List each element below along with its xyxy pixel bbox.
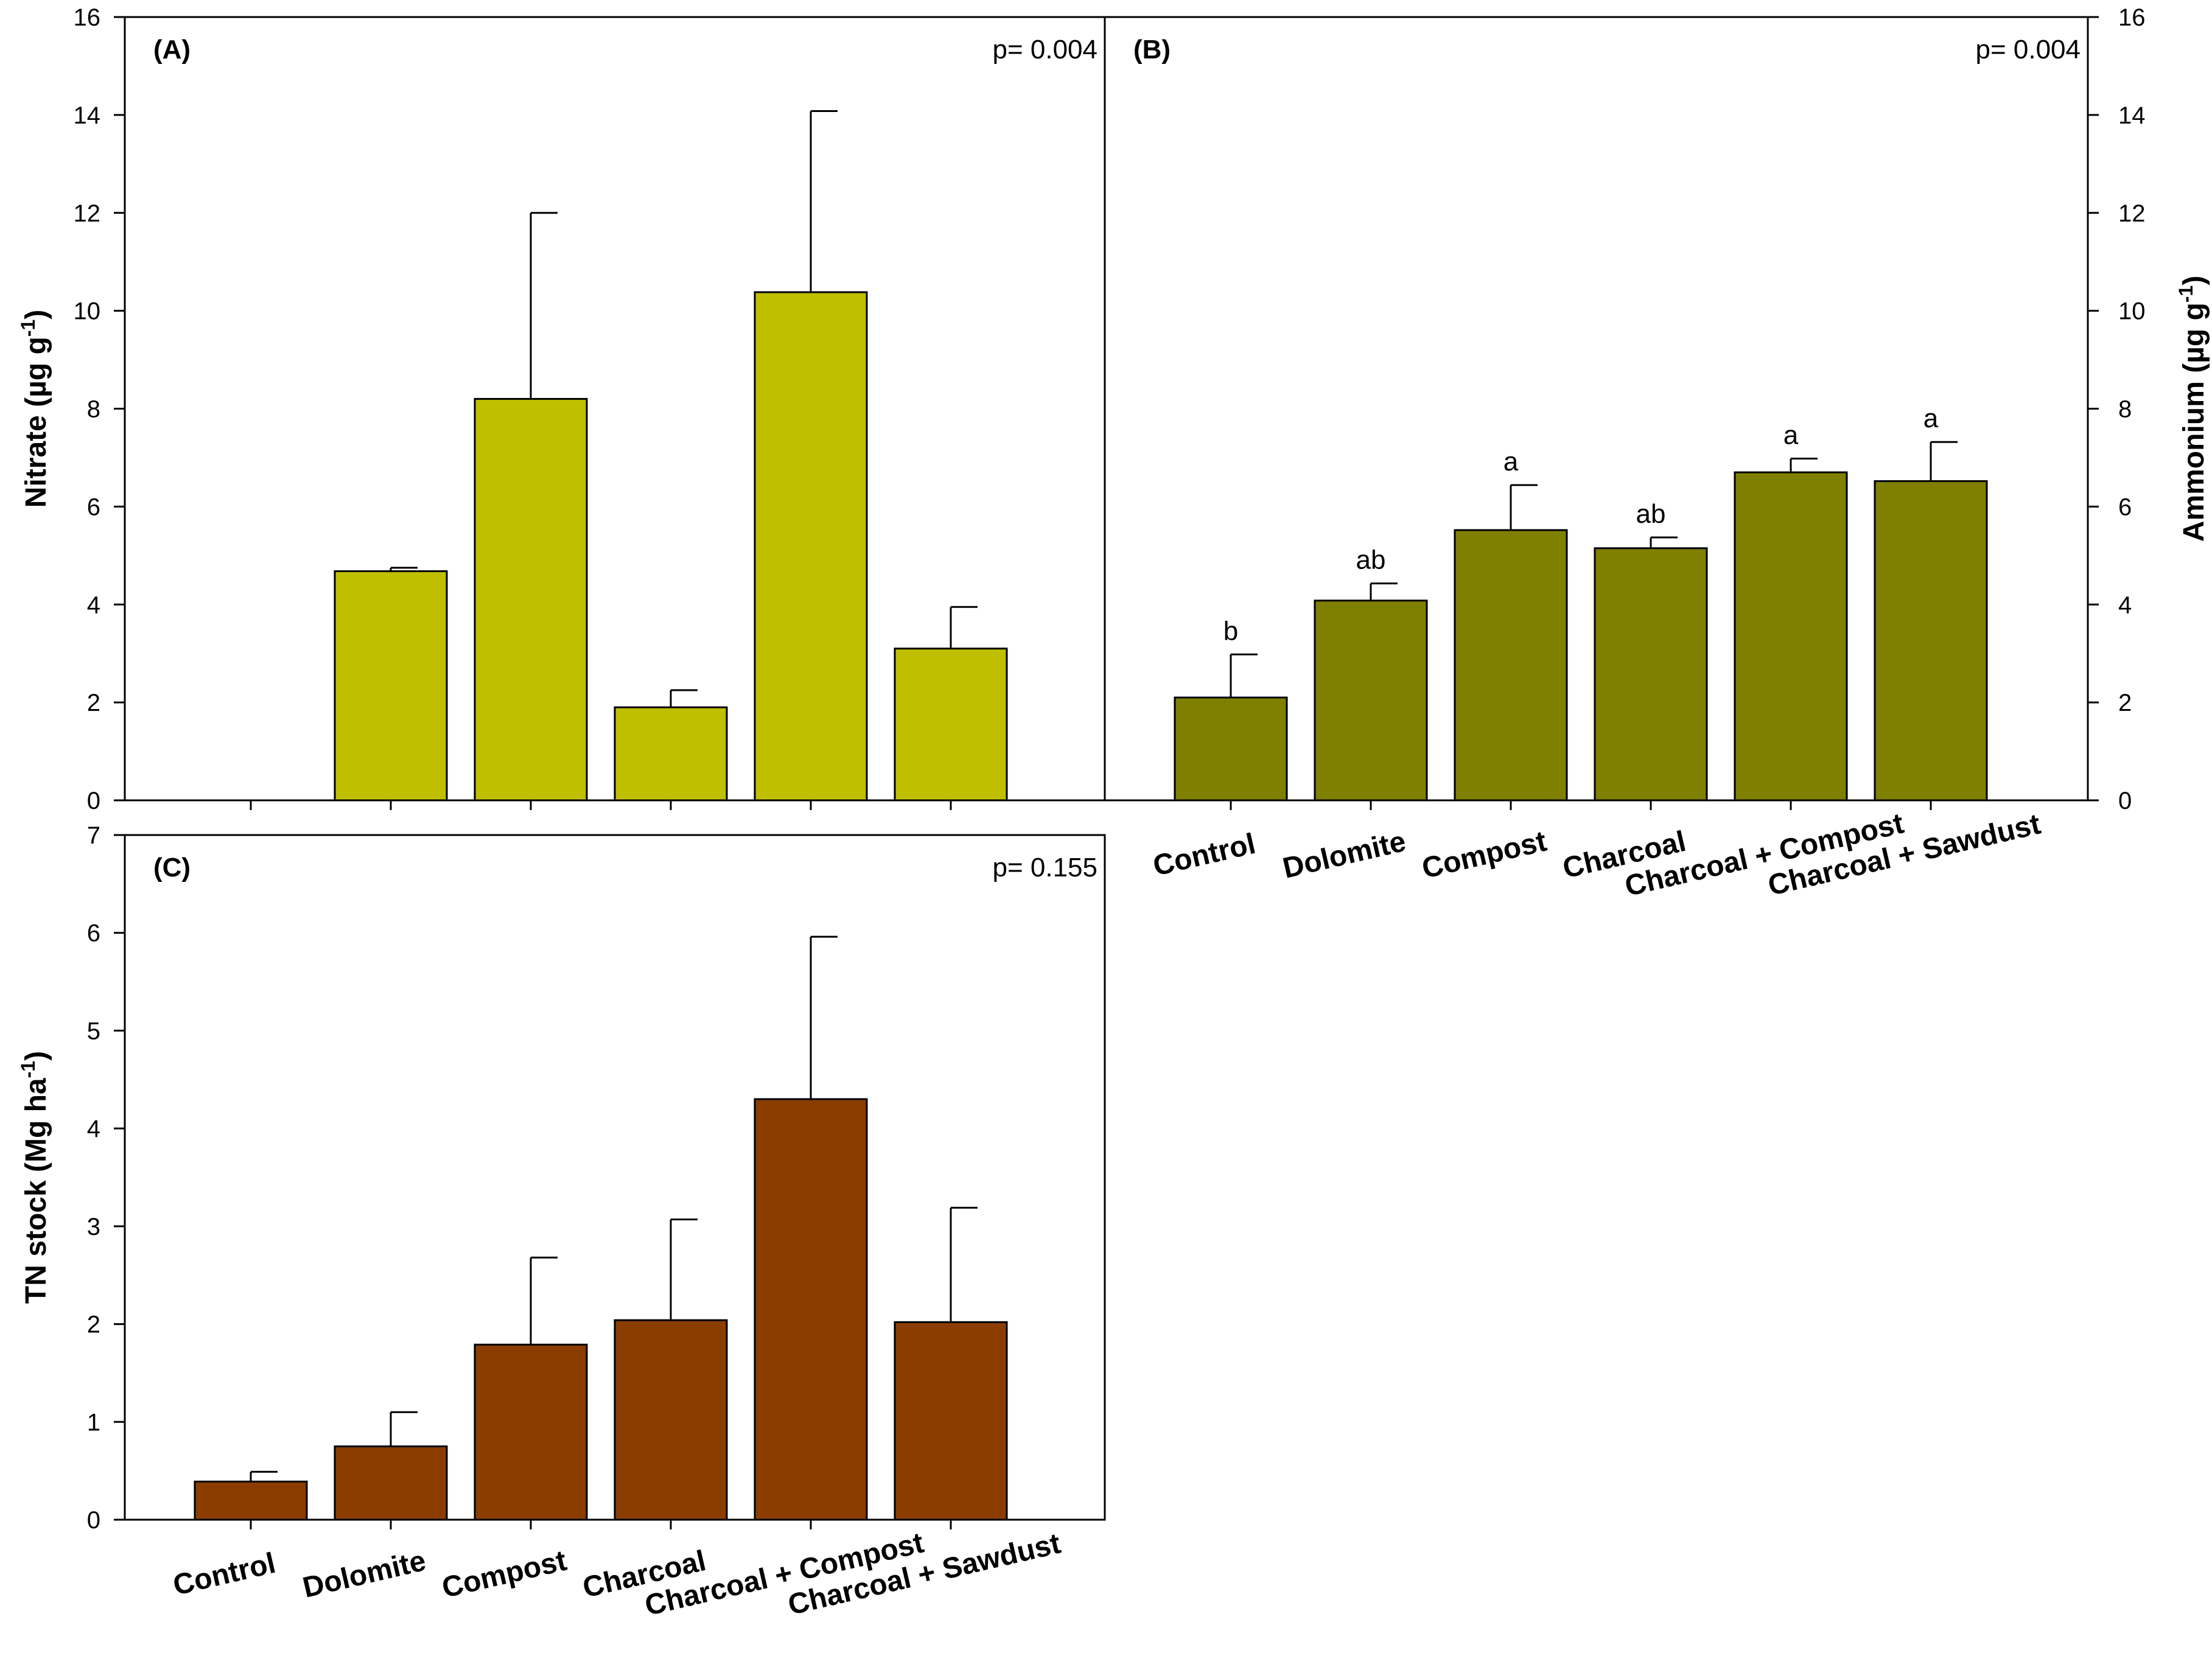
bar — [754, 291, 868, 802]
y-axis-title-text: TN stock (Mg ha — [20, 1078, 52, 1304]
y-tick-label: 6 — [87, 494, 100, 520]
y-tick-label: 0 — [87, 788, 100, 814]
panel-label: (C) — [153, 853, 191, 882]
y-axis-title-superscript: -1 — [2175, 285, 2197, 302]
x-category-label: Dolomite — [1280, 825, 1409, 885]
y-tick-label: 2 — [2118, 690, 2132, 716]
y-axis-title-close: ) — [2178, 276, 2210, 285]
y-tick-label: 10 — [74, 298, 101, 325]
panel-label: (A) — [153, 35, 191, 65]
y-axis-title-superscript: -1 — [17, 1061, 39, 1078]
y-axis-title: TN stock (Mg ha-1) — [17, 1051, 52, 1304]
bar — [1174, 696, 1288, 802]
significance-letter: a — [1503, 447, 1519, 477]
y-axis-title-close: ) — [20, 310, 52, 320]
y-axis-title: Ammonium (µg g-1) — [2175, 276, 2210, 542]
bar — [614, 1319, 728, 1521]
panel-a: 0 2 4 6 8 10 12 14 16 (A) p= 0.004 Nitrate (µg g-1) — [17, 4, 1106, 814]
bar — [614, 706, 728, 802]
y-tick-label: 6 — [87, 920, 100, 947]
y-tick-label: 3 — [87, 1214, 100, 1240]
p-value: p= 0.155 — [993, 853, 1098, 882]
panel-b: 0 2 4 6 8 10 12 14 16 b ab a ab a a (B) p= 0.004 Ammonium… — [1104, 4, 2210, 903]
y-axis-title-superscript: -1 — [17, 320, 39, 337]
bar — [894, 1321, 1008, 1521]
y-tick-label: 10 — [2118, 298, 2146, 325]
x-category-label: Control — [170, 1547, 278, 1602]
y-tick-label: 4 — [2118, 592, 2132, 618]
bar — [1594, 547, 1708, 802]
significance-letter: ab — [1636, 499, 1666, 529]
y-tick-label: 12 — [2118, 200, 2146, 227]
y-tick-label: 14 — [74, 102, 101, 129]
bar — [1874, 480, 1988, 802]
p-value: p= 0.004 — [993, 35, 1098, 65]
bar — [1454, 529, 1568, 802]
x-category-label: Compost — [439, 1545, 570, 1604]
x-category-label: Dolomite — [300, 1545, 429, 1604]
p-value: p= 0.004 — [1976, 35, 2081, 65]
y-tick-label: 16 — [74, 4, 101, 31]
y-tick-label: 4 — [87, 1116, 100, 1142]
y-tick-label: 8 — [87, 396, 100, 423]
x-category-label: Compost — [1419, 825, 1550, 885]
y-tick-label: 2 — [87, 690, 100, 716]
bar — [194, 1480, 308, 1521]
bar — [754, 1098, 868, 1521]
bar — [334, 570, 448, 802]
y-axis-title: Nitrate (µg g-1) — [17, 310, 52, 508]
y-axis-title-text: Nitrate (µg g — [20, 337, 52, 508]
panel-label: (B) — [1133, 35, 1171, 65]
bar — [474, 1343, 588, 1521]
y-tick-label: 1 — [87, 1409, 100, 1436]
y-tick-label: 4 — [87, 592, 100, 618]
significance-letter: a — [1783, 421, 1799, 450]
significance-letter: ab — [1356, 545, 1386, 575]
y-axis-title-text: Ammonium (µg g — [2178, 302, 2210, 542]
y-tick-label: 14 — [2118, 102, 2146, 129]
bar — [1314, 599, 1428, 802]
significance-letter: b — [1223, 616, 1238, 646]
x-category-label: Control — [1150, 828, 1258, 882]
bar — [1734, 471, 1848, 802]
y-axis-title-close: ) — [20, 1051, 52, 1061]
panel-c: 0 1 2 3 4 5 6 7 (C) p= 0.155 TN stock (Mg ha-1) Con… — [17, 822, 1106, 1622]
y-tick-label: 12 — [74, 200, 101, 227]
y-tick-label: 5 — [87, 1018, 100, 1044]
y-tick-label: 8 — [2118, 396, 2132, 423]
significance-letter: a — [1923, 404, 1939, 433]
y-tick-label: 0 — [2118, 788, 2132, 814]
y-tick-label: 0 — [87, 1507, 100, 1534]
bar — [334, 1445, 448, 1521]
y-tick-label: 7 — [87, 822, 100, 849]
bar — [474, 397, 588, 802]
y-tick-label: 16 — [2118, 4, 2146, 31]
y-tick-label: 2 — [87, 1312, 100, 1338]
bar — [894, 648, 1008, 802]
y-tick-label: 6 — [2118, 494, 2132, 520]
